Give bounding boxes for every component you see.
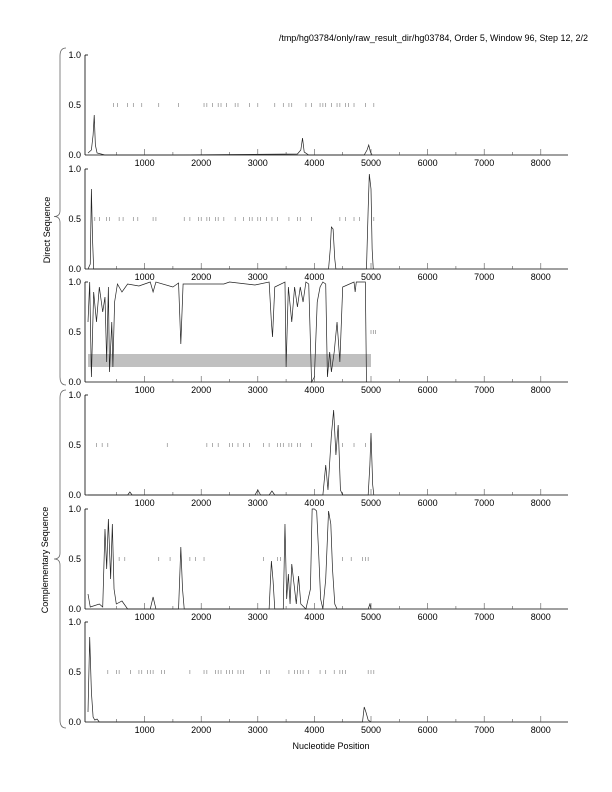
x-tick-label: 1000 bbox=[135, 498, 155, 508]
coding-potential-line bbox=[87, 281, 367, 384]
reading-frame-band bbox=[88, 354, 371, 367]
y-tick-label: 0.0 bbox=[68, 717, 81, 727]
x-tick-label: 2000 bbox=[191, 725, 211, 735]
x-tick-label: 3000 bbox=[248, 612, 268, 622]
x-tick-label: 3000 bbox=[248, 498, 268, 508]
y-tick-label: 1.0 bbox=[68, 164, 81, 174]
y-tick-label: 0.5 bbox=[68, 327, 81, 337]
x-tick-label: 2000 bbox=[191, 498, 211, 508]
y-tick-label: 0.5 bbox=[68, 214, 81, 224]
coding-potential-line bbox=[87, 173, 374, 270]
x-tick-label: 8000 bbox=[531, 612, 551, 622]
x-tick-label: 3000 bbox=[248, 272, 268, 282]
x-tick-label: 3000 bbox=[248, 725, 268, 735]
x-tick-label: 7000 bbox=[474, 498, 494, 508]
y-tick-label: 0.5 bbox=[68, 554, 81, 564]
x-tick-label: 6000 bbox=[418, 612, 438, 622]
coding-potential-line bbox=[87, 508, 372, 610]
y-tick-label: 0.0 bbox=[68, 264, 81, 274]
y-tick-label: 0.5 bbox=[68, 100, 81, 110]
x-tick-label: 5000 bbox=[361, 385, 381, 395]
x-tick-label: 2000 bbox=[191, 158, 211, 168]
x-tick-label: 3000 bbox=[248, 385, 268, 395]
x-tick-label: 4000 bbox=[304, 725, 324, 735]
x-tick-label: 4000 bbox=[304, 385, 324, 395]
y-tick-label: 0.0 bbox=[68, 604, 81, 614]
group-label-direct: Direct Sequence bbox=[42, 196, 52, 264]
x-tick-label: 6000 bbox=[418, 158, 438, 168]
y-tick-label: 0.0 bbox=[68, 490, 81, 500]
y-tick-label: 0.5 bbox=[68, 440, 81, 450]
y-tick-label: 0.0 bbox=[68, 150, 81, 160]
x-tick-label: 8000 bbox=[531, 725, 551, 735]
complementary-sequence-brace bbox=[53, 389, 67, 729]
x-tick-label: 6000 bbox=[418, 725, 438, 735]
x-tick-label: 7000 bbox=[474, 272, 494, 282]
x-tick-label: 8000 bbox=[531, 158, 551, 168]
x-tick-label: 5000 bbox=[361, 612, 381, 622]
y-tick-label: 1.0 bbox=[68, 277, 81, 287]
x-tick-label: 5000 bbox=[361, 498, 381, 508]
x-tick-label: 2000 bbox=[191, 612, 211, 622]
coding-potential-line bbox=[88, 409, 375, 496]
x-tick-label: 2000 bbox=[191, 385, 211, 395]
chart-title: /tmp/hg03784/only/raw_result_dir/hg03784… bbox=[278, 33, 588, 43]
y-tick-label: 0.0 bbox=[68, 377, 81, 387]
x-tick-label: 4000 bbox=[304, 612, 324, 622]
x-tick-label: 5000 bbox=[361, 272, 381, 282]
x-tick-label: 8000 bbox=[531, 385, 551, 395]
x-tick-label: 5000 bbox=[361, 158, 381, 168]
x-tick-label: 4000 bbox=[304, 158, 324, 168]
x-tick-label: 6000 bbox=[418, 272, 438, 282]
coding-potential-line bbox=[87, 636, 372, 723]
x-tick-label: 1000 bbox=[135, 385, 155, 395]
x-tick-label: 7000 bbox=[474, 385, 494, 395]
x-tick-label: 2000 bbox=[191, 272, 211, 282]
y-tick-label: 1.0 bbox=[68, 50, 81, 60]
x-tick-label: 4000 bbox=[304, 272, 324, 282]
x-tick-label: 5000 bbox=[361, 725, 381, 735]
x-tick-label: 1000 bbox=[135, 272, 155, 282]
x-tick-label: 6000 bbox=[418, 498, 438, 508]
x-tick-label: 8000 bbox=[531, 272, 551, 282]
x-tick-label: 4000 bbox=[304, 498, 324, 508]
x-tick-label: 1000 bbox=[135, 612, 155, 622]
x-tick-label: 8000 bbox=[531, 498, 551, 508]
x-tick-label: 7000 bbox=[474, 612, 494, 622]
direct-sequence-brace bbox=[53, 47, 67, 386]
x-tick-label: 6000 bbox=[418, 385, 438, 395]
y-tick-label: 1.0 bbox=[68, 617, 81, 627]
x-tick-label: 1000 bbox=[135, 725, 155, 735]
y-tick-label: 1.0 bbox=[68, 390, 81, 400]
x-tick-label: 7000 bbox=[474, 158, 494, 168]
x-axis-label: Nucleotide Position bbox=[292, 741, 370, 751]
x-tick-label: 3000 bbox=[248, 158, 268, 168]
coding-potential-line bbox=[87, 114, 373, 156]
group-label-complementary: Complementary Sequence bbox=[40, 506, 50, 614]
x-tick-label: 7000 bbox=[474, 725, 494, 735]
x-tick-label: 1000 bbox=[135, 158, 155, 168]
y-tick-label: 1.0 bbox=[68, 504, 81, 514]
y-tick-label: 0.5 bbox=[68, 667, 81, 677]
